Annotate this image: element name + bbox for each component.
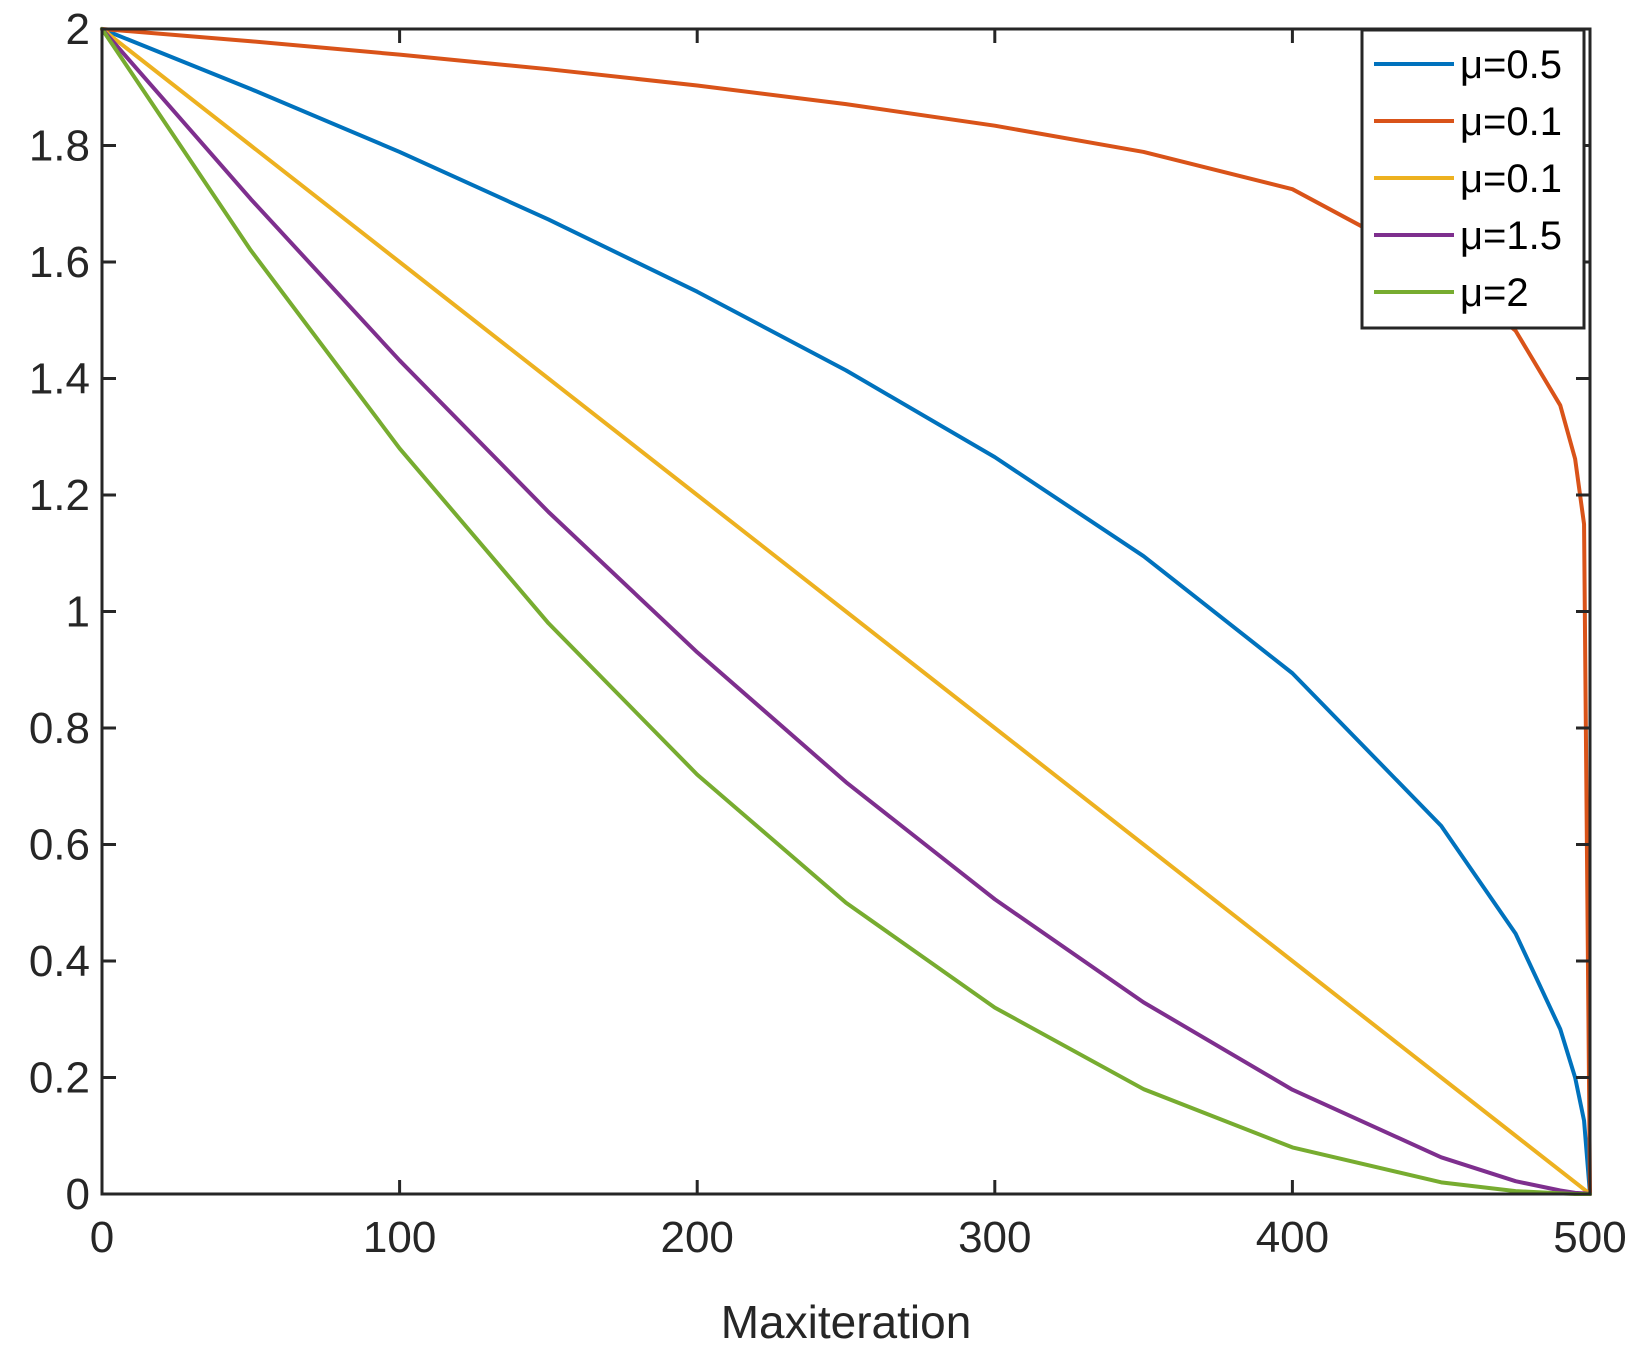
y-tick-labels: 0 0.2 0.4 0.6 0.8 1 1.2 1.4 1.6 1.8 2 (29, 5, 90, 1219)
y-tick-label: 1.8 (29, 122, 90, 171)
legend: μ=0.5 μ=0.1 μ=0.1 μ=1.5 μ=2 (1360, 28, 1586, 330)
x-axis-label: Maxiteration (721, 1296, 972, 1348)
y-tick-label: 0.2 (29, 1054, 90, 1103)
y-tick-label: 0.4 (29, 937, 90, 986)
series-layer (100, 27, 1592, 1196)
legend-items: μ=0.5 μ=0.1 μ=0.1 μ=1.5 μ=2 (1374, 43, 1562, 315)
legend-label: μ=0.1 (1460, 157, 1562, 201)
y-tick-label: 0.6 (29, 821, 90, 870)
legend-label: μ=1.5 (1460, 214, 1562, 258)
y-tick-label: 2 (66, 5, 90, 54)
x-tick-label: 100 (363, 1213, 436, 1262)
series-line-3 (100, 27, 1592, 1196)
y-tick-label: 0.8 (29, 704, 90, 753)
x-tick-label: 200 (660, 1213, 733, 1262)
legend-label: μ=2 (1460, 271, 1529, 315)
series-line-1 (100, 27, 1592, 1196)
legend-label: μ=0.1 (1460, 100, 1562, 144)
y-tick-label: 1.2 (29, 471, 90, 520)
x-tick-label: 500 (1553, 1213, 1626, 1262)
y-tick-label: 1.6 (29, 238, 90, 287)
x-tick-labels: 0 100 200 300 400 500 (90, 1213, 1627, 1262)
x-tick-label: 300 (958, 1213, 1031, 1262)
legend-label: μ=0.5 (1460, 43, 1562, 87)
y-tick-label: 0 (66, 1170, 90, 1219)
x-tick-label: 400 (1256, 1213, 1329, 1262)
y-tick-label: 1 (66, 588, 90, 637)
y-tick-label: 1.4 (29, 355, 90, 404)
series-line-2 (100, 27, 1592, 1196)
x-tick-label: 0 (90, 1213, 114, 1262)
